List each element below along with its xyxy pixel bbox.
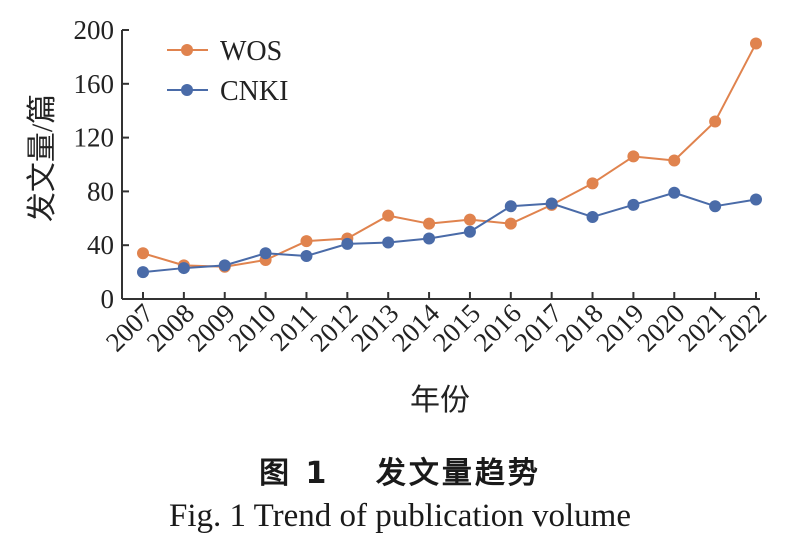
data-point-cnki (709, 200, 722, 213)
data-point-wos (709, 115, 722, 128)
data-point-cnki (586, 210, 599, 223)
data-point-cnki (382, 236, 395, 249)
line-chart: 0408012016020020072008200920102011201220… (26, 15, 773, 417)
data-point-cnki (750, 193, 762, 206)
data-point-wos (750, 37, 762, 50)
axes: 0408012016020020072008200920102011201220… (74, 15, 773, 357)
data-point-wos (668, 154, 681, 167)
data-point-cnki (177, 262, 190, 275)
data-point-cnki (668, 186, 681, 199)
legend-marker-cnki (181, 84, 193, 96)
legend: WOS CNKI (167, 36, 288, 107)
data-point-cnki (627, 198, 640, 211)
x-tick-label: 2022 (713, 298, 772, 357)
data-point-cnki (218, 259, 231, 272)
series-line-wos (142, 42, 757, 268)
legend-label-wos: WOS (220, 36, 282, 67)
series-line-cnki (142, 191, 757, 274)
y-tick-label: 200 (74, 15, 115, 45)
y-tick-label: 80 (87, 176, 114, 206)
data-point-wos (504, 217, 517, 230)
series-cnki (137, 186, 762, 279)
y-tick-label: 0 (101, 284, 115, 314)
data-point-cnki (300, 249, 313, 262)
data-point-cnki (545, 197, 558, 210)
figure-caption-chinese: 图 1 发文量趋势 (259, 456, 541, 491)
data-point-wos (300, 235, 313, 248)
y-axis-label: 发文量/篇 (26, 94, 59, 222)
data-point-cnki (341, 237, 354, 250)
data-point-cnki (463, 225, 476, 238)
data-point-wos (627, 150, 640, 163)
x-axis-label: 年份 (410, 384, 470, 417)
series-layer (137, 37, 762, 279)
y-tick-label: 40 (87, 230, 114, 260)
y-tick-label: 120 (74, 123, 115, 153)
data-point-wos (463, 213, 476, 226)
data-point-wos (137, 247, 149, 260)
figure-caption-english: Fig. 1 Trend of publication volume (169, 498, 631, 534)
data-point-cnki (504, 200, 517, 213)
y-tick-label: 160 (74, 69, 115, 99)
data-point-cnki (259, 247, 272, 260)
legend-marker-wos (181, 44, 193, 56)
legend-item-cnki: CNKI (167, 76, 288, 107)
data-point-cnki (423, 232, 436, 245)
legend-label-cnki: CNKI (220, 76, 288, 107)
data-point-wos (423, 217, 436, 230)
data-point-wos (586, 177, 599, 190)
legend-item-wos: WOS (167, 36, 282, 67)
data-point-wos (382, 209, 395, 222)
series-wos (137, 37, 762, 273)
data-point-cnki (137, 266, 149, 279)
